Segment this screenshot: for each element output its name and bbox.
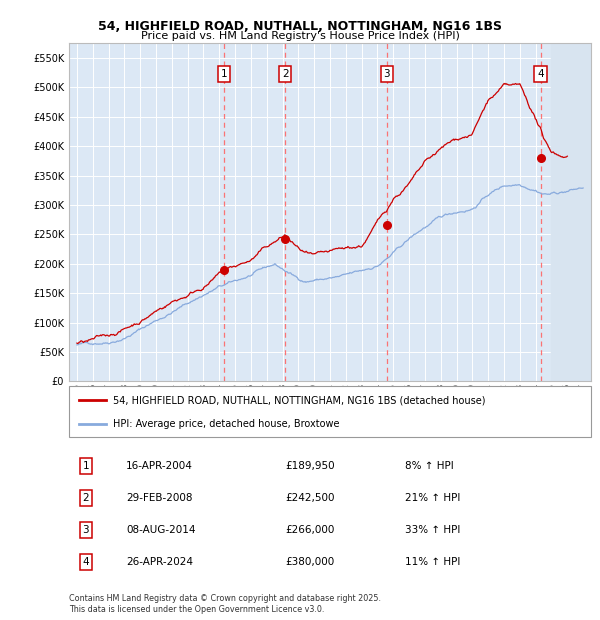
Bar — [551, 43, 591, 381]
Text: £266,000: £266,000 — [285, 525, 334, 535]
Text: £242,500: £242,500 — [285, 493, 335, 503]
Text: 21% ↑ HPI: 21% ↑ HPI — [405, 493, 460, 503]
Text: 3: 3 — [383, 69, 390, 79]
Text: 1: 1 — [82, 461, 89, 471]
Text: 08-AUG-2014: 08-AUG-2014 — [126, 525, 196, 535]
Text: 4: 4 — [538, 69, 544, 79]
Text: £189,950: £189,950 — [285, 461, 335, 471]
Text: 3: 3 — [82, 525, 89, 535]
Text: 16-APR-2004: 16-APR-2004 — [126, 461, 193, 471]
Text: 26-APR-2024: 26-APR-2024 — [126, 557, 193, 567]
Text: 54, HIGHFIELD ROAD, NUTHALL, NOTTINGHAM, NG16 1BS: 54, HIGHFIELD ROAD, NUTHALL, NOTTINGHAM,… — [98, 20, 502, 33]
Text: £380,000: £380,000 — [285, 557, 334, 567]
Text: 11% ↑ HPI: 11% ↑ HPI — [405, 557, 460, 567]
Text: 29-FEB-2008: 29-FEB-2008 — [126, 493, 193, 503]
Text: Contains HM Land Registry data © Crown copyright and database right 2025.: Contains HM Land Registry data © Crown c… — [69, 593, 381, 603]
Text: This data is licensed under the Open Government Licence v3.0.: This data is licensed under the Open Gov… — [69, 604, 325, 614]
Text: 4: 4 — [82, 557, 89, 567]
Text: 8% ↑ HPI: 8% ↑ HPI — [405, 461, 454, 471]
Text: 2: 2 — [82, 493, 89, 503]
Text: 33% ↑ HPI: 33% ↑ HPI — [405, 525, 460, 535]
Text: 54, HIGHFIELD ROAD, NUTHALL, NOTTINGHAM, NG16 1BS (detached house): 54, HIGHFIELD ROAD, NUTHALL, NOTTINGHAM,… — [113, 396, 486, 405]
Text: 1: 1 — [221, 69, 227, 79]
Text: 2: 2 — [282, 69, 289, 79]
Text: HPI: Average price, detached house, Broxtowe: HPI: Average price, detached house, Brox… — [113, 419, 340, 430]
Text: Price paid vs. HM Land Registry's House Price Index (HPI): Price paid vs. HM Land Registry's House … — [140, 31, 460, 41]
FancyBboxPatch shape — [69, 386, 591, 437]
